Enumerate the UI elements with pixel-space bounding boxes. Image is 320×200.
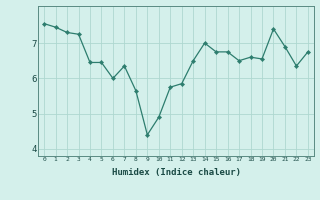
X-axis label: Humidex (Indice chaleur): Humidex (Indice chaleur) [111,168,241,177]
